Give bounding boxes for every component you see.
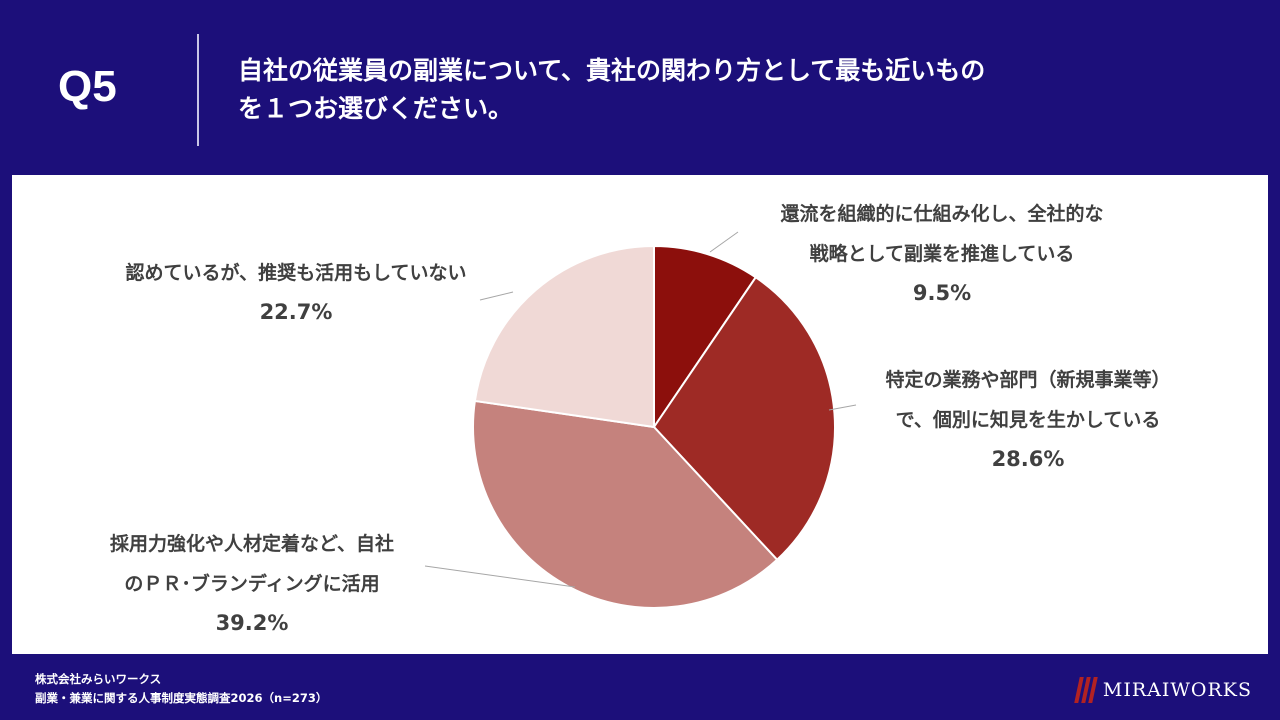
leader-line-2 bbox=[828, 404, 857, 411]
slice-label-1-line-1: 還流を組織的に仕組み化し、全社的な bbox=[780, 202, 1103, 225]
slice-value-label-1: 9.5% bbox=[913, 281, 971, 305]
slice-label-2-line-1: 特定の業務や部門（新規事業等） bbox=[885, 368, 1170, 391]
slice-value-label-2: 28.6% bbox=[992, 447, 1065, 471]
question-line-2: を１つお選びください。 bbox=[238, 94, 514, 123]
slice-label-3-line-2: のＰＲ･ブランディングに活用 bbox=[124, 572, 379, 595]
pie-slice-3 bbox=[472, 399, 779, 609]
logo-mark-icon bbox=[1074, 677, 1098, 703]
slice-label-2-line-2: で、個別に知見を生かしている bbox=[896, 408, 1161, 431]
mirai-works-logo: MIRAIWORKS bbox=[1074, 675, 1252, 705]
footer-company: 株式会社みらいワークス bbox=[35, 672, 162, 686]
slice-label-3-line-1: 採用力強化や人材定着など、自社 bbox=[110, 532, 394, 555]
footer-survey-title: 副業・兼業に関する人事制度実態調査2026（n=273） bbox=[35, 691, 328, 705]
slice-value-label-3: 39.2% bbox=[216, 611, 289, 635]
leader-line-3 bbox=[424, 565, 576, 588]
pie-slice-1 bbox=[653, 244, 758, 431]
slice-value-label-4: 22.7% bbox=[260, 300, 333, 324]
header-divider bbox=[197, 34, 199, 146]
logo-text: MIRAIWORKS bbox=[1102, 679, 1252, 701]
slice-label-4-line-1: 認めているが、推奨も活用もしていない bbox=[125, 261, 466, 284]
question-line-1: 自社の従業員の副業について、貴社の関わり方として最も近いもの bbox=[238, 56, 986, 85]
slice-label-1-line-2: 戦略として副業を推進している bbox=[810, 242, 1075, 265]
pie-slice-2 bbox=[652, 275, 836, 562]
question-number: Q5 bbox=[58, 62, 117, 111]
leader-line-1 bbox=[709, 231, 739, 253]
leader-line-4 bbox=[479, 291, 514, 301]
question-text: 自社の従業員の副業について、貴社の関わり方として最も近いもの を１つお選びくださ… bbox=[238, 52, 1138, 128]
pie-slice-4 bbox=[473, 244, 655, 429]
